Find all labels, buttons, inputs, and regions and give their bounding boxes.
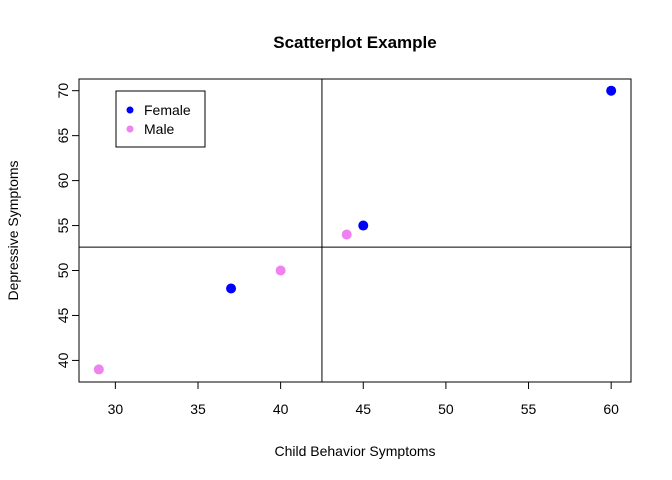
legend-label-female: Female [144, 102, 191, 118]
y-tick-label: 50 [55, 263, 71, 279]
x-tick-label: 55 [521, 401, 537, 417]
x-axis-title: Child Behavior Symptoms [274, 443, 435, 459]
y-tick-label: 55 [55, 218, 71, 234]
legend-marker-male [126, 125, 134, 133]
y-tick-label: 70 [55, 83, 71, 99]
y-tick-label: 40 [55, 352, 71, 368]
reference-lines [79, 79, 631, 382]
data-point-female [358, 220, 369, 231]
legend-box [115, 90, 206, 148]
x-tick-label: 50 [438, 401, 454, 417]
x-tick-label: 45 [355, 401, 371, 417]
y-tick-label: 45 [55, 307, 71, 323]
x-tick-label: 30 [108, 401, 124, 417]
x-tick-label: 35 [190, 401, 206, 417]
chart-title: Scatterplot Example [273, 33, 436, 52]
legend: Female Male [115, 90, 206, 148]
data-point-male [341, 229, 352, 240]
x-axis: 30 35 40 45 50 55 60 [108, 381, 619, 417]
data-point-female [606, 85, 617, 96]
legend-label-male: Male [144, 121, 175, 137]
data-point-female [226, 283, 237, 294]
data-point-male [275, 265, 286, 276]
legend-marker-female [126, 106, 134, 114]
data-point-male [93, 364, 104, 375]
y-axis-title: Depressive Symptoms [5, 160, 21, 300]
x-tick-label: 60 [603, 401, 619, 417]
y-axis: 40 45 50 55 60 65 70 [55, 83, 80, 368]
y-tick-label: 60 [55, 173, 71, 189]
y-tick-label: 65 [55, 128, 71, 144]
x-tick-label: 40 [273, 401, 289, 417]
data-points [93, 85, 617, 375]
